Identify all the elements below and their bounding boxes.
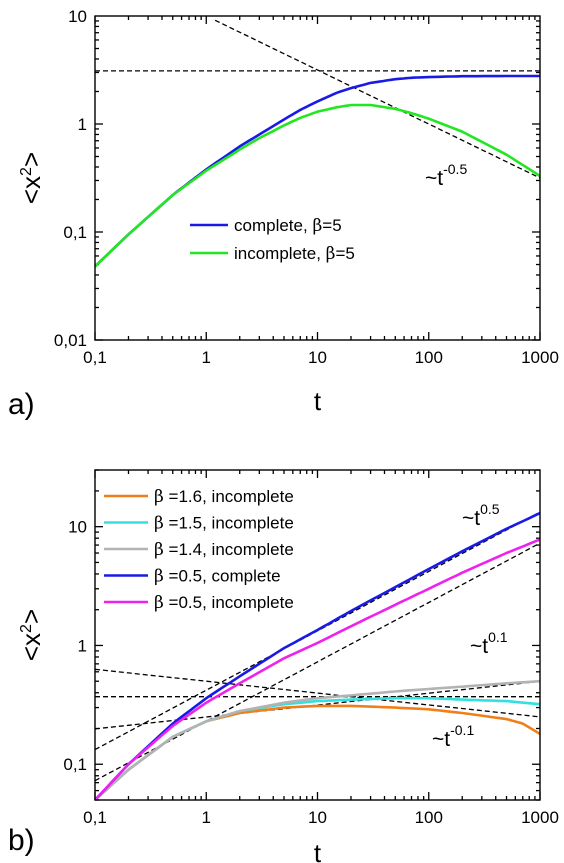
y-tick-label: 1 <box>78 636 87 655</box>
power-law-annotation: ~t-0.1 <box>432 722 474 751</box>
panel-a: 0,1 1 10 100 10000,010,1110t<x2>a)complete, … <box>8 7 559 421</box>
power-law-annotation: ~t0.5 <box>462 501 500 530</box>
power-law-annotation: ~t0.1 <box>470 629 508 658</box>
legend-label: β =1.6, incomplete <box>154 487 294 507</box>
series-group <box>95 74 540 268</box>
x-axis-label: t <box>314 386 322 416</box>
panel-label: b) <box>8 824 35 857</box>
y-tick-label: 0,01 <box>54 331 87 350</box>
plot-frame <box>94 469 541 801</box>
x-tick-label: 0,1 <box>83 808 107 827</box>
series-line-3 <box>95 511 540 800</box>
series-line-0 <box>95 704 540 800</box>
series-group <box>95 511 540 800</box>
axis-ticks <box>94 16 541 341</box>
legend-label: incomplete, β=5 <box>234 244 355 264</box>
x-axis-label: t <box>314 838 322 863</box>
x-tick-label: 1000 <box>521 348 559 367</box>
x-tick-label: 100 <box>415 348 443 367</box>
series-line-1 <box>95 103 540 268</box>
legend-label: β =1.4, incomplete <box>154 540 294 560</box>
y-axis-label: <x2> <box>16 609 46 661</box>
x-tick-label: 1 <box>202 348 211 367</box>
legend-label: β =1.5, incomplete <box>154 514 294 534</box>
guide-line-0 <box>214 19 540 179</box>
series-line-0 <box>95 74 540 268</box>
guide-lines <box>95 19 540 179</box>
x-tick-label: 100 <box>415 808 443 827</box>
legend-label: β =0.5, incomplete <box>154 593 294 613</box>
x-tick-label: 1 <box>202 808 211 827</box>
y-tick-label: 0,1 <box>63 223 87 242</box>
panel-b: 0,1 1 10 100 1000 0,1 1 10 t <x2> b) β =1.6, incomp… <box>8 469 559 863</box>
guide-line-2 <box>95 680 540 730</box>
series-line-2 <box>95 679 540 800</box>
y-tick-label: 10 <box>68 518 87 537</box>
legend-label: β =0.5, complete <box>154 567 281 587</box>
x-tick-label: 10 <box>308 808 327 827</box>
y-tick-label: 10 <box>68 7 87 26</box>
y-tick-label: 1 <box>78 115 87 134</box>
guide-line-4 <box>95 668 540 718</box>
legend-label: complete, β=5 <box>234 216 342 236</box>
x-tick-label: 0,1 <box>83 348 107 367</box>
y-tick-label: 0,1 <box>63 755 87 774</box>
y-axis-label: <x2> <box>16 152 46 204</box>
power-law-annotation: ~t-0.5 <box>425 161 467 190</box>
plot-frame <box>94 15 541 341</box>
x-tick-label: 10 <box>308 348 327 367</box>
panel-label: a) <box>8 388 35 421</box>
series-line-4 <box>95 538 540 800</box>
legend: β =1.6, incomplete β =1.5, incomplete β =1… <box>104 487 294 613</box>
x-tick-label: 1000 <box>521 808 559 827</box>
legend: complete, β=5 incomplete, β=5 <box>190 216 355 264</box>
